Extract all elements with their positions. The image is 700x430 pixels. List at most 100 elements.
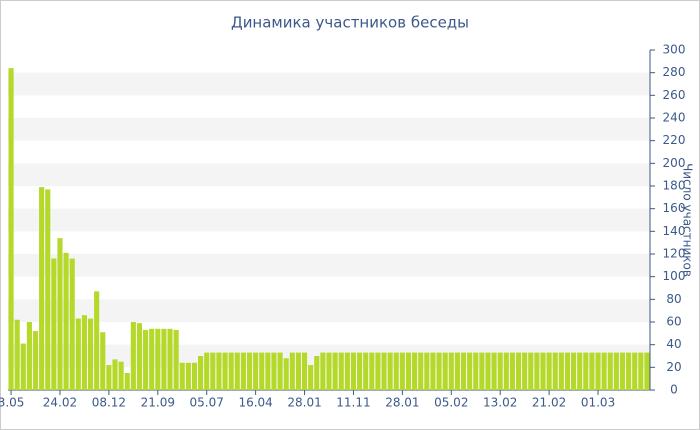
bar: [418, 352, 424, 390]
bar: [57, 238, 63, 390]
bar: [8, 68, 14, 390]
bar: [136, 323, 143, 390]
bar: [155, 328, 161, 390]
bar: [167, 328, 173, 390]
bar: [210, 352, 216, 390]
bar: [216, 352, 222, 390]
bar: [363, 352, 369, 390]
bar: [473, 352, 479, 390]
bar: [564, 352, 571, 390]
bar: [375, 352, 381, 390]
bar: [467, 352, 473, 390]
bar: [399, 352, 405, 390]
y-tick-label: 20: [666, 360, 681, 374]
bar: [485, 352, 491, 390]
bar: [442, 352, 448, 390]
bar: [118, 361, 124, 390]
bar: [601, 352, 607, 390]
bar: [253, 352, 259, 390]
bar: [246, 352, 253, 390]
bar: [143, 329, 149, 390]
bar: [460, 352, 467, 390]
bar: [259, 352, 265, 390]
bar: [51, 258, 57, 390]
bar: [314, 356, 320, 390]
bar: [240, 352, 246, 390]
bar: [63, 252, 69, 390]
bar: [26, 322, 32, 390]
bar: [430, 352, 436, 390]
bar: [479, 352, 485, 390]
bar: [577, 352, 583, 390]
bar: [613, 352, 619, 390]
bar: [283, 358, 289, 390]
x-tick-label: 28.01: [385, 396, 419, 410]
bar: [583, 352, 589, 390]
bar: [204, 352, 210, 390]
bar: [534, 352, 540, 390]
bar: [638, 352, 644, 390]
grid-band: [8, 254, 650, 277]
x-tick-label: 21.09: [141, 396, 175, 410]
bar: [222, 352, 228, 390]
x-tick-label: 3.05: [0, 396, 24, 410]
bar: [607, 352, 613, 390]
x-tick-label: 05.07: [190, 396, 224, 410]
bar: [308, 365, 314, 390]
bar: [271, 352, 277, 390]
bar: [191, 362, 198, 390]
y-axis-label: Число участников: [681, 163, 695, 277]
bar: [381, 352, 387, 390]
bar: [393, 352, 399, 390]
y-tick-label: 160: [663, 201, 686, 215]
bar: [344, 352, 350, 390]
bar: [112, 359, 118, 390]
bar: [558, 352, 564, 390]
chart-title: Динамика участников беседы: [231, 14, 469, 32]
bar: [589, 352, 595, 390]
bar: [198, 356, 204, 390]
bar: [81, 315, 87, 390]
bar: [515, 352, 522, 390]
bar: [265, 352, 271, 390]
bar: [350, 352, 357, 390]
bar: [405, 352, 412, 390]
grid-band: [8, 299, 650, 322]
x-tick-label: 16.04: [238, 396, 272, 410]
bar: [528, 352, 534, 390]
bar: [326, 352, 332, 390]
x-tick-label: 05.02: [434, 396, 468, 410]
grid-band: [8, 163, 650, 186]
y-tick-label: 120: [663, 247, 686, 261]
bar: [369, 352, 375, 390]
bar: [228, 352, 234, 390]
bar: [595, 352, 601, 390]
bar: [491, 352, 497, 390]
bar: [338, 352, 344, 390]
y-tick-label: 300: [663, 43, 686, 57]
bar: [436, 352, 442, 390]
bar: [546, 352, 552, 390]
y-tick-label: 220: [663, 133, 686, 147]
x-tick-label: 01.03: [581, 396, 615, 410]
bar: [234, 352, 240, 390]
bar: [301, 352, 308, 390]
bar: [149, 328, 155, 390]
bar: [448, 352, 454, 390]
bar: [503, 352, 509, 390]
x-tick-label: 08.12: [92, 396, 126, 410]
y-tick-label: 40: [666, 337, 681, 351]
bar: [332, 352, 338, 390]
bar: [161, 328, 167, 390]
y-tick-label: 260: [663, 88, 686, 102]
x-tick-label: 24.02: [43, 396, 77, 410]
x-tick-label: 28.01: [287, 396, 321, 410]
x-tick-label: 21.02: [532, 396, 566, 410]
bar: [412, 352, 418, 390]
bar: [173, 329, 179, 390]
bar: [87, 318, 94, 390]
x-tick-label: 11.11: [336, 396, 370, 410]
y-tick-label: 240: [663, 111, 686, 125]
bar: [509, 352, 515, 390]
bar: [75, 318, 81, 390]
